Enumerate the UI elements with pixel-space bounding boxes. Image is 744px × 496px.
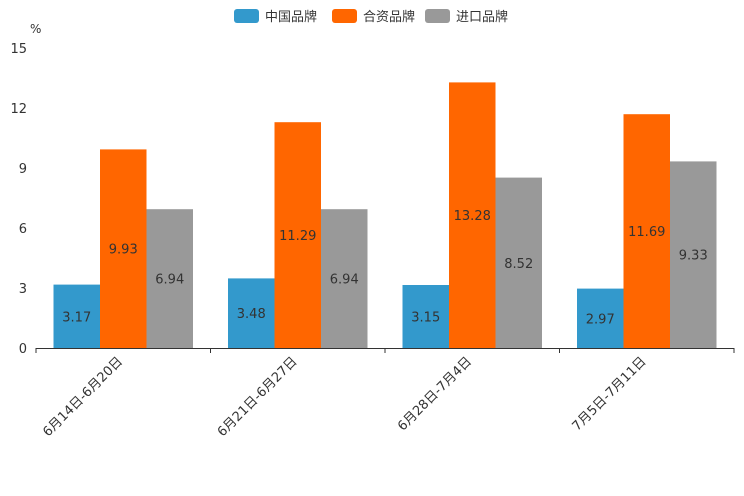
bar <box>449 82 496 349</box>
y-tick-label: 6 <box>19 222 27 237</box>
data-label: 11.29 <box>279 229 316 244</box>
data-label: 11.69 <box>628 225 665 240</box>
data-label: 6.94 <box>155 273 184 288</box>
bar <box>670 161 717 348</box>
x-tick-label: 7月5日-7月11日 <box>570 354 650 434</box>
y-tick-label: 12 <box>10 102 27 117</box>
y-tick-label: 0 <box>19 342 27 357</box>
y-tick-label: 9 <box>19 162 27 177</box>
bar <box>495 177 542 348</box>
bar-series: 3.17 9.93 6.94 3.48 11.29 6.94 3.15 13.28 8.52 2.… <box>53 82 717 349</box>
data-label: 6.94 <box>330 273 359 288</box>
y-axis-unit-label: % <box>30 22 41 36</box>
legend-label: 中国品牌 <box>265 9 317 25</box>
legend-swatch <box>332 9 357 23</box>
data-label: 9.93 <box>109 243 138 258</box>
y-tick-label: 3 <box>19 282 27 297</box>
x-tick-label: 6月28日-7月4日 <box>395 354 475 434</box>
x-tick-label: 6月14日-6月20日 <box>40 354 126 440</box>
x-tick-label: 6月21日-6月27日 <box>215 354 301 440</box>
legend-swatch <box>425 9 450 23</box>
y-tick-label: 15 <box>10 42 27 57</box>
bar <box>402 285 449 348</box>
x-axis: 6月14日-6月20日 6月21日-6月27日 6月28日-7月4日 7月5日-7月1… <box>35 348 735 440</box>
y-axis: 0 3 6 9 12 15 <box>10 42 27 357</box>
data-label: 8.52 <box>504 257 533 272</box>
bar <box>623 114 670 348</box>
data-label: 13.28 <box>454 209 491 224</box>
data-label: 9.33 <box>679 249 708 264</box>
bar <box>228 278 275 348</box>
data-label: 3.15 <box>411 311 440 326</box>
data-label: 3.17 <box>62 310 91 325</box>
bar <box>577 288 624 348</box>
bar <box>146 209 193 348</box>
legend-label: 合资品牌 <box>363 9 415 25</box>
data-label: 2.97 <box>586 312 615 327</box>
bar <box>321 209 368 348</box>
bar <box>100 149 147 348</box>
legend: 中国品牌 合资品牌 进口品牌 <box>234 9 508 25</box>
legend-swatch <box>234 9 259 23</box>
bar <box>274 122 321 348</box>
bar <box>53 284 100 348</box>
legend-label: 进口品牌 <box>456 9 508 25</box>
data-label: 3.48 <box>237 307 266 322</box>
